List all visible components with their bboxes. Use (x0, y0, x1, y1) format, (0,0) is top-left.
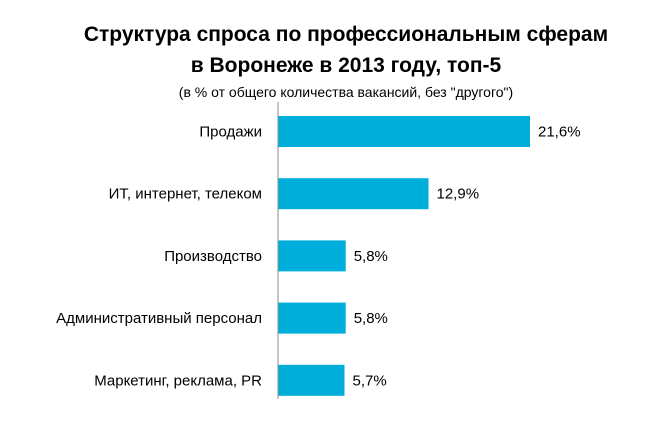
bar-2 (278, 178, 429, 210)
category-label-3: Производство (164, 248, 262, 265)
bar-5 (278, 364, 345, 396)
value-label-3: 5,8% (354, 248, 388, 265)
category-labels: Продажи ИТ, интернет, телеком Производство… (56, 124, 262, 390)
bar-4 (278, 302, 346, 334)
bar-3 (278, 240, 346, 272)
chart-subtitle: (в % от общего количества вакансий, без … (179, 84, 513, 100)
value-label-2: 12,9% (437, 186, 480, 203)
chart-title-line-1: Структура спроса по профессиональным сфе… (84, 23, 608, 46)
category-label-1: Продажи (199, 124, 262, 141)
category-label-5: Маркетинг, реклама, PR (94, 372, 262, 389)
category-label-2: ИТ, интернет, телеком (109, 186, 262, 203)
bars-group (278, 116, 530, 396)
value-label-5: 5,7% (353, 372, 387, 389)
chart-title-line-2: в Воронеже в 2013 году, топ-5 (191, 54, 502, 77)
category-label-4: Административный персонал (56, 310, 262, 327)
value-label-1: 21,6% (538, 124, 581, 141)
value-labels: 21,6% 12,9% 5,8% 5,8% 5,7% (353, 124, 581, 390)
value-label-4: 5,8% (354, 310, 388, 327)
bar-1 (278, 116, 530, 147)
